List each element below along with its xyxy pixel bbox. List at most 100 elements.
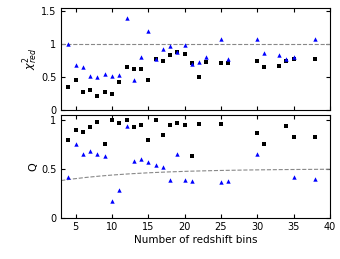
Point: [276, 53, 282, 57]
Point: [73, 63, 79, 67]
Point: [254, 131, 260, 135]
Point: [109, 74, 115, 78]
Point: [182, 123, 187, 127]
Point: [73, 128, 79, 132]
Point: [138, 67, 144, 71]
Point: [80, 65, 86, 69]
Point: [124, 124, 129, 128]
Point: [138, 157, 144, 161]
Point: [197, 60, 202, 64]
Point: [117, 73, 122, 77]
Point: [218, 61, 224, 65]
Point: [197, 75, 202, 79]
Point: [182, 177, 187, 182]
Point: [131, 125, 137, 129]
Point: [102, 72, 107, 76]
Point: [117, 188, 122, 192]
Point: [218, 37, 224, 41]
Point: [197, 122, 202, 126]
Point: [102, 154, 107, 158]
Point: [66, 175, 71, 179]
Point: [312, 37, 318, 41]
Point: [167, 123, 173, 127]
Point: [312, 176, 318, 181]
Point: [160, 47, 166, 52]
Point: [87, 74, 93, 78]
Point: [254, 152, 260, 156]
Point: [95, 120, 100, 124]
Point: [146, 138, 151, 142]
Point: [95, 75, 100, 79]
Point: [189, 62, 194, 66]
Point: [189, 179, 194, 184]
Point: [146, 160, 151, 164]
Point: [73, 78, 79, 82]
Point: [182, 43, 187, 47]
Point: [291, 57, 296, 61]
Point: [284, 57, 289, 61]
Point: [189, 154, 194, 158]
Point: [153, 118, 158, 122]
Point: [225, 61, 231, 65]
Point: [80, 130, 86, 134]
Point: [102, 142, 107, 147]
Point: [153, 57, 158, 61]
Point: [291, 55, 296, 59]
Point: [160, 59, 166, 63]
Y-axis label: Q: Q: [28, 162, 38, 171]
Point: [153, 163, 158, 167]
Point: [131, 67, 137, 71]
Point: [182, 52, 187, 56]
Point: [124, 65, 129, 69]
Point: [225, 179, 231, 184]
Point: [312, 57, 318, 61]
Point: [204, 60, 209, 64]
Point: [102, 90, 107, 94]
Point: [153, 56, 158, 61]
Point: [160, 133, 166, 137]
Point: [109, 199, 115, 203]
Point: [131, 78, 137, 82]
Point: [218, 181, 224, 185]
Point: [167, 44, 173, 48]
Point: [73, 142, 79, 147]
Point: [254, 59, 260, 63]
Point: [175, 121, 180, 125]
Point: [225, 57, 231, 61]
Point: [87, 88, 93, 92]
Point: [138, 123, 144, 127]
Point: [276, 64, 282, 68]
Point: [146, 78, 151, 82]
Point: [109, 118, 115, 122]
Point: [189, 61, 194, 65]
Point: [254, 37, 260, 41]
Point: [291, 175, 296, 179]
Point: [80, 90, 86, 94]
Point: [117, 121, 122, 125]
Point: [138, 55, 144, 59]
Point: [204, 55, 209, 59]
Point: [117, 80, 122, 84]
Point: [87, 149, 93, 153]
Point: [80, 152, 86, 156]
Point: [291, 135, 296, 139]
Point: [95, 152, 100, 156]
Point: [262, 142, 267, 147]
Point: [167, 53, 173, 57]
Point: [146, 29, 151, 33]
Point: [175, 50, 180, 54]
Point: [262, 51, 267, 55]
Point: [124, 118, 129, 122]
Point: [167, 177, 173, 182]
Point: [262, 65, 267, 69]
Point: [312, 135, 318, 139]
Y-axis label: $\chi^2_{red}$: $\chi^2_{red}$: [20, 48, 39, 70]
Point: [131, 159, 137, 163]
Point: [66, 138, 71, 142]
Point: [66, 42, 71, 46]
Point: [218, 122, 224, 126]
Point: [160, 165, 166, 169]
Point: [87, 125, 93, 129]
Point: [66, 85, 71, 89]
Point: [109, 91, 115, 96]
